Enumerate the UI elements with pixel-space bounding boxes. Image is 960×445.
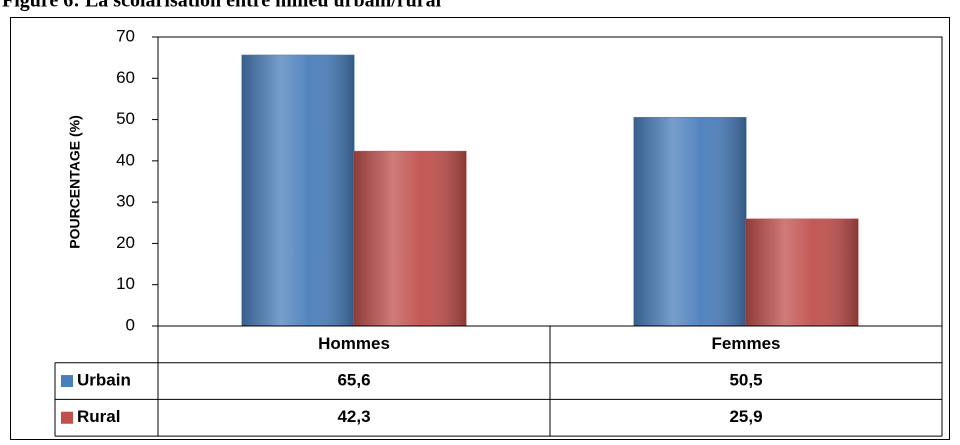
legend-key (61, 375, 73, 388)
frame (10, 17, 950, 440)
y-tick-label: 40 (116, 150, 135, 169)
table-value: 50,5 (729, 371, 762, 390)
table-value: 42,3 (337, 407, 370, 426)
y-tick-label: 30 (116, 192, 135, 211)
y-tick-label: 70 (116, 26, 135, 45)
y-tick-label: 60 (116, 68, 135, 87)
legend-key (61, 411, 73, 424)
y-tick-label: 50 (116, 109, 135, 128)
y-tick-label: 0 (126, 315, 135, 334)
y-axis-label: POURCENTAGE (%) (67, 115, 83, 249)
legend-label: Urbain (77, 371, 131, 390)
bar-shine (634, 117, 746, 326)
category-label: Femmes (712, 334, 781, 353)
bar-shine (242, 55, 354, 327)
legend-label: Rural (77, 407, 120, 426)
bar-shine (746, 219, 858, 326)
y-tick-label: 20 (116, 233, 135, 252)
y-tick-label: 10 (116, 274, 135, 293)
chart-title: Figure 6: La scolarisation entre milieu … (2, 0, 442, 12)
table-value: 65,6 (337, 371, 370, 390)
category-label: Hommes (318, 334, 390, 353)
bar-shine (354, 151, 466, 326)
table-value: 25,9 (729, 407, 762, 426)
